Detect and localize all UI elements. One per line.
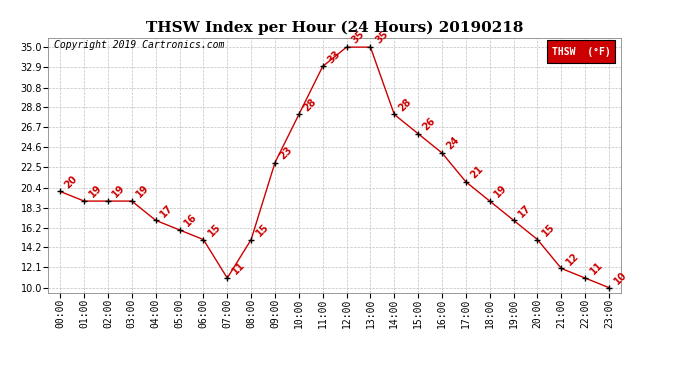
Text: 28: 28	[302, 96, 318, 113]
Text: 21: 21	[469, 164, 485, 180]
Text: 24: 24	[445, 135, 462, 152]
Text: 17: 17	[159, 202, 175, 219]
Text: 15: 15	[206, 222, 223, 238]
FancyBboxPatch shape	[546, 40, 615, 63]
Text: 19: 19	[135, 183, 151, 200]
Text: THSW  (°F): THSW (°F)	[551, 46, 610, 57]
Text: 35: 35	[373, 29, 390, 46]
Text: 26: 26	[421, 116, 437, 132]
Text: 23: 23	[278, 145, 295, 161]
Text: 20: 20	[63, 174, 79, 190]
Title: THSW Index per Hour (24 Hours) 20190218: THSW Index per Hour (24 Hours) 20190218	[146, 21, 524, 35]
Text: 10: 10	[612, 270, 629, 286]
Text: 11: 11	[230, 260, 246, 277]
Text: Copyright 2019 Cartronics.com: Copyright 2019 Cartronics.com	[54, 40, 224, 50]
Text: 16: 16	[182, 212, 199, 229]
Text: 17: 17	[516, 202, 533, 219]
Text: 15: 15	[540, 222, 557, 238]
Text: 33: 33	[326, 48, 342, 65]
Text: 11: 11	[588, 260, 604, 277]
Text: 28: 28	[397, 96, 414, 113]
Text: 19: 19	[493, 183, 509, 200]
Text: 35: 35	[349, 29, 366, 46]
Text: 19: 19	[110, 183, 128, 200]
Text: 15: 15	[254, 222, 270, 238]
Text: 12: 12	[564, 251, 581, 267]
Text: 19: 19	[87, 183, 104, 200]
